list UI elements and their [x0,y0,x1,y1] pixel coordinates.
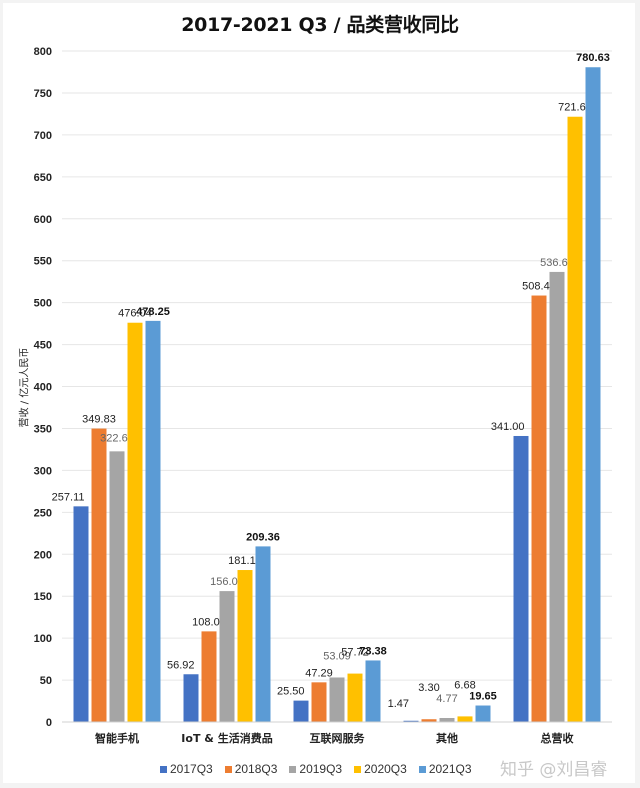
data-label: 476.04 [118,308,152,320]
legend-swatch [354,765,362,773]
legend-label: 2020Q3 [364,762,407,776]
data-label: 6.68 [454,679,475,691]
y-tick-label: 100 [34,633,52,645]
data-label: 53.09 [323,650,351,662]
chart-title: 2017-2021 Q3 / 品类营收同比 [181,14,459,36]
y-tick-label: 700 [34,130,52,142]
legend-swatch [418,765,426,773]
bar [255,546,271,722]
y-tick-label: 400 [34,382,52,394]
data-label: 536.61 [540,257,574,269]
legend-item: 2018Q3 [224,762,278,776]
bar [567,116,583,722]
bar [585,67,601,723]
bar [365,660,381,722]
y-tick-label: 200 [34,549,52,561]
data-label: 47.29 [305,667,333,679]
y-tick-label: 550 [34,256,52,268]
bar [237,570,253,722]
y-tick-label: 0 [46,717,52,729]
bar [531,295,547,722]
y-tick-label: 500 [34,298,52,310]
bar [127,322,143,722]
chart-frame [3,3,635,783]
data-label: 349.83 [82,414,116,426]
y-tick-label: 300 [34,465,52,477]
bar [145,320,161,722]
y-tick-label: 600 [34,214,52,226]
legend-swatch [160,765,167,773]
legend-item: 2020Q3 [354,762,407,776]
bar [219,591,235,722]
y-tick-label: 650 [34,172,52,184]
data-label: 56.92 [167,659,195,671]
bar [513,435,529,722]
bar [109,451,125,722]
y-tick-label: 250 [34,507,52,519]
bar [311,682,327,722]
y-tick-label: 50 [40,675,52,687]
legend: 2017Q3 2018Q3 2019Q3 2020Q3 2021Q3 [160,762,472,776]
data-label: 257.11 [52,491,85,503]
watermark: 知乎 @刘昌睿 [500,760,608,780]
data-label: 209.36 [246,531,280,543]
x-category-label: 其他 [436,731,458,745]
y-tick-label: 350 [34,423,52,435]
legend-swatch [289,765,297,773]
bar [73,506,89,722]
data-label: 721.63 [558,102,592,114]
data-label: 57.72 [341,647,369,659]
x-category-label: 总营收 [541,731,574,745]
data-label: 341.00 [491,421,525,433]
data-label: 108.05 [192,616,226,628]
data-label: 1.47 [388,698,409,710]
y-tick-label: 150 [34,591,52,603]
legend-label: 2021Q3 [428,762,472,776]
data-label: 4.77 [436,693,457,705]
legend-item: 2017Q3 [160,762,213,776]
data-label: 3.30 [418,682,439,694]
bar [549,271,565,722]
legend-label: 2019Q3 [299,762,343,776]
data-label: 25.50 [277,686,305,698]
data-label: 322.68 [100,432,134,444]
bar [329,677,345,722]
y-tick-label: 450 [34,340,52,352]
data-label: 478.25 [136,306,170,318]
data-label: 19.65 [469,691,497,703]
bar [347,673,363,722]
x-category-label: 互联网服务 [310,731,366,745]
legend-label: 2017Q3 [170,762,213,776]
bar [421,719,437,722]
bar [457,716,473,722]
data-label: 73.38 [359,645,387,657]
bar [183,674,199,722]
bar [475,705,491,722]
x-category-label: 智能手机 [95,731,139,745]
data-label: 780.63 [576,52,610,64]
x-category-label: IoT & 生活消费品 [181,731,272,745]
y-tick-label: 750 [34,88,52,100]
bar [403,720,419,722]
data-label: 181.19 [228,555,262,567]
legend-item: 2019Q3 [289,762,342,776]
data-label: 156.06 [210,576,244,588]
y-tick-label: 800 [34,46,52,58]
bar [91,428,107,722]
bar [439,717,455,722]
bar [201,631,217,722]
legend-label: 2018Q3 [234,762,278,776]
bar [293,700,309,722]
legend-item: 2021Q3 [418,762,472,776]
data-label: 508.46 [522,281,556,293]
legend-swatch [224,765,232,773]
